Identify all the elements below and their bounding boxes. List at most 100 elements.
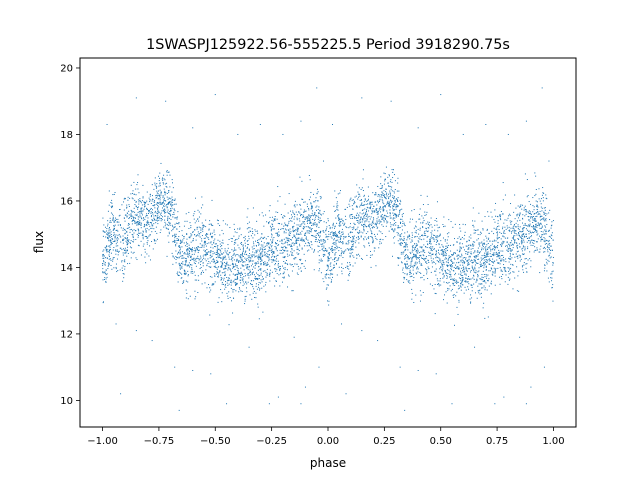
data-point: [538, 225, 540, 227]
data-point: [323, 211, 325, 213]
data-point: [269, 225, 271, 227]
data-point: [112, 229, 114, 231]
data-point: [164, 219, 166, 221]
data-point: [420, 222, 422, 224]
data-point: [503, 222, 505, 224]
data-point: [228, 258, 230, 260]
data-point: [405, 242, 407, 244]
data-point: [477, 250, 479, 252]
data-point: [507, 227, 509, 229]
data-point: [338, 218, 340, 220]
data-point: [481, 265, 483, 267]
data-point: [529, 230, 531, 232]
data-point: [511, 220, 513, 222]
data-point: [302, 214, 304, 216]
data-point: [210, 251, 212, 253]
data-point: [397, 215, 399, 217]
data-point: [437, 236, 439, 238]
data-point: [549, 219, 551, 221]
data-point: [378, 194, 380, 196]
data-point: [331, 279, 333, 281]
data-point: [419, 262, 421, 264]
data-point: [225, 263, 227, 265]
data-point: [502, 242, 504, 244]
data-point: [323, 245, 325, 247]
data-point: [159, 189, 161, 191]
data-point: [172, 256, 174, 258]
data-point: [356, 254, 358, 256]
data-point: [522, 238, 524, 240]
data-point: [334, 226, 336, 228]
data-point: [509, 230, 511, 232]
data-point: [397, 232, 399, 234]
data-point: [367, 200, 369, 201]
data-point: [383, 221, 385, 223]
data-point: [343, 238, 345, 240]
data-point: [239, 272, 241, 274]
data-point: [484, 279, 486, 281]
data-point: [128, 239, 130, 241]
data-point: [108, 232, 110, 234]
data-point: [135, 201, 137, 203]
data-point: [178, 222, 180, 223]
data-point: [416, 268, 418, 270]
data-point: [288, 229, 290, 231]
data-point: [127, 252, 129, 254]
data-point: [385, 188, 387, 190]
data-point: [305, 232, 307, 234]
data-point: [396, 232, 398, 234]
data-point: [205, 219, 207, 221]
data-point: [116, 258, 118, 260]
data-point: [239, 248, 241, 250]
data-point: [384, 205, 385, 207]
data-point: [254, 252, 256, 254]
data-point: [385, 215, 387, 217]
data-point: [283, 238, 285, 240]
data-point: [292, 227, 294, 229]
data-point: [285, 229, 287, 231]
data-point: [424, 215, 426, 216]
data-point: [525, 267, 527, 269]
data-point: [195, 235, 197, 237]
data-point: [459, 251, 461, 253]
data-point: [170, 201, 172, 203]
data-point: [230, 280, 232, 282]
data-point: [510, 250, 512, 252]
data-point: [522, 227, 524, 229]
data-point: [195, 260, 197, 262]
data-point: [376, 218, 378, 220]
data-point: [462, 279, 464, 281]
data-point: [229, 281, 231, 283]
data-point: [151, 241, 153, 243]
data-point: [115, 243, 117, 245]
data-point: [121, 267, 123, 269]
data-point: [276, 273, 278, 275]
data-point: [257, 249, 259, 251]
data-point: [127, 196, 129, 198]
data-point: [501, 242, 503, 244]
data-point: [166, 228, 168, 230]
data-point: [240, 290, 242, 292]
data-point: [172, 227, 174, 229]
data-point: [224, 255, 226, 257]
data-point: [356, 257, 358, 259]
data-point: [528, 201, 530, 203]
data-point: [170, 204, 172, 206]
data-point: [338, 223, 340, 225]
data-point: [122, 238, 124, 240]
data-point: [361, 224, 363, 226]
data-point: [416, 245, 418, 247]
data-point: [174, 198, 176, 200]
data-point: [157, 198, 159, 200]
data-point: [465, 251, 467, 252]
data-point: [448, 281, 450, 283]
data-point: [224, 266, 226, 268]
data-point: [108, 264, 110, 266]
data-point: [546, 240, 548, 242]
data-point: [435, 218, 437, 219]
data-point: [301, 248, 303, 250]
data-point: [470, 302, 472, 304]
data-point: [234, 263, 236, 265]
data-point: [439, 280, 441, 282]
data-point: [281, 223, 283, 225]
